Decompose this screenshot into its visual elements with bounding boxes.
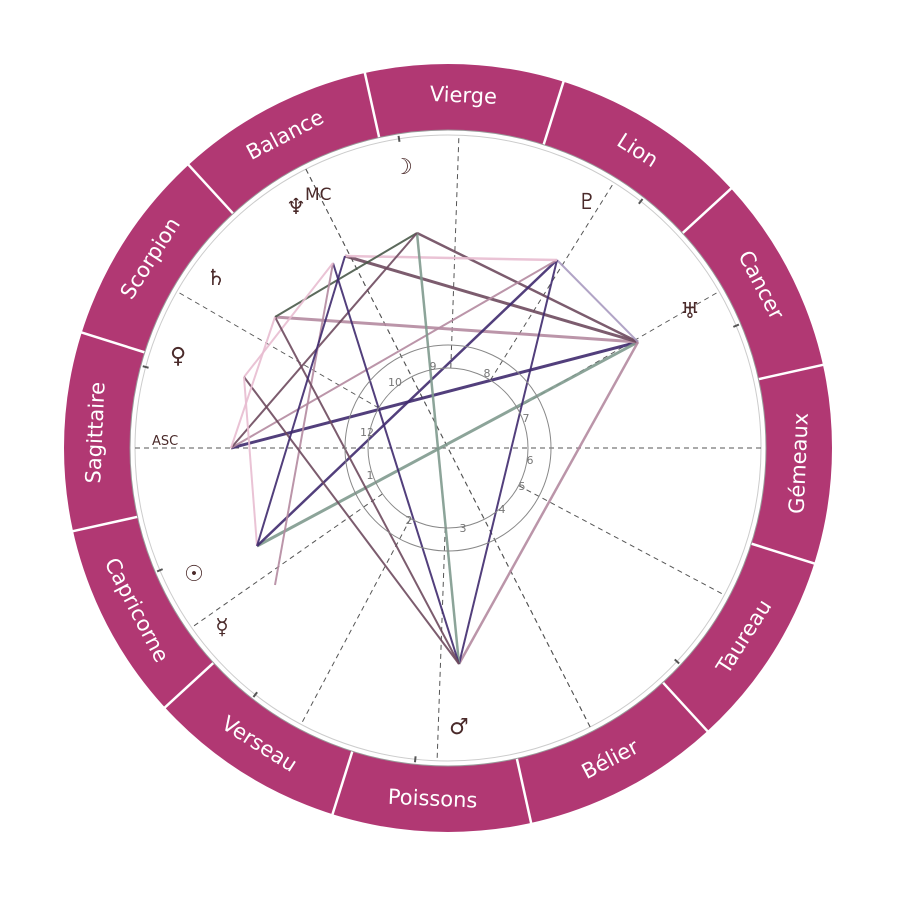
- angle-labels: ASC MC: [152, 185, 332, 449]
- uranus-icon: ♅: [680, 299, 700, 324]
- house-number-2: 2: [406, 514, 413, 527]
- house-number-7: 7: [523, 412, 530, 425]
- house-outer-circle: [344, 344, 552, 552]
- house-cusp-line: [436, 527, 446, 761]
- sign-label-6: Poissons: [387, 785, 478, 813]
- aspect-line: [344, 254, 558, 262]
- house-number-4: 4: [499, 503, 506, 516]
- house-inner-circle: [367, 367, 529, 529]
- degree-tick: [732, 323, 740, 328]
- house-number-5: 5: [519, 480, 526, 493]
- aspect-line: [274, 316, 460, 665]
- aspect-line: [457, 341, 640, 665]
- house-cusp-line: [300, 518, 411, 725]
- inner-disc: [129, 129, 767, 767]
- aspect-line: [256, 259, 558, 547]
- mercury-icon: ☿: [215, 615, 229, 640]
- pluto-icon: ♇: [577, 190, 597, 215]
- sign-label-9: Sagittaire: [81, 381, 109, 484]
- house-cusp-line: [489, 182, 615, 381]
- degree-tick: [397, 135, 401, 142]
- house-number-9: 9: [430, 360, 437, 373]
- house-number-3: 3: [460, 522, 467, 535]
- aspect-lines: [230, 231, 640, 665]
- degree-tick: [156, 568, 164, 573]
- aspect-line: [332, 262, 460, 665]
- aspect-line: [256, 340, 639, 548]
- house-cusp-line: [176, 291, 379, 409]
- sign-divider: [661, 681, 710, 734]
- aspect-line: [274, 315, 639, 344]
- house-number-6: 6: [527, 454, 534, 467]
- saturn-icon: ♄: [206, 266, 226, 291]
- sun-icon: ☉: [184, 562, 204, 587]
- house-cusp-line: [191, 493, 383, 628]
- degree-tick: [674, 658, 680, 665]
- venus-icon: ♀: [170, 344, 186, 369]
- sign-divider: [330, 750, 354, 817]
- sign-divider: [750, 542, 817, 566]
- zodiac-ring: [64, 64, 832, 832]
- sign-divider: [515, 758, 533, 826]
- house-number-8: 8: [484, 367, 491, 380]
- sign-divider: [162, 661, 215, 710]
- degree-tick: [252, 691, 258, 698]
- neptune-icon: ♆: [286, 195, 306, 220]
- degree-tick: [142, 365, 149, 369]
- aspect-line: [243, 376, 460, 665]
- aspect-line: [243, 262, 334, 378]
- sign-divider: [79, 330, 146, 354]
- moon-icon: ☽: [393, 155, 413, 180]
- sign-divider: [758, 363, 826, 381]
- sign-divider: [186, 162, 235, 215]
- asc-label: ASC: [152, 434, 178, 449]
- sign-divider: [363, 70, 381, 138]
- sign-divider: [681, 186, 734, 235]
- aspect-line: [458, 259, 558, 665]
- zodiac-band: [64, 64, 832, 832]
- degree-tick: [413, 756, 417, 763]
- aspect-line: [230, 259, 558, 449]
- degree-tick: [638, 198, 644, 205]
- aspect-line: [274, 262, 334, 586]
- house-number-12: 12: [360, 426, 374, 439]
- sign-divider: [70, 515, 138, 533]
- house-number-1: 1: [367, 469, 374, 482]
- aspect-line: [230, 340, 639, 450]
- aspect-line: [415, 232, 461, 665]
- sign-divider: [542, 79, 566, 146]
- mc-label: MC: [305, 185, 332, 205]
- planet-glyphs: ☽ ♇ ♅ ♄ ♆ ♀ ☉ ☿ ♂: [170, 155, 700, 740]
- aspect-line: [230, 316, 276, 449]
- aspect-line: [556, 259, 639, 343]
- mars-icon: ♂: [449, 715, 469, 740]
- aspect-line: [274, 232, 418, 318]
- aspect-line: [256, 255, 346, 547]
- aspect-line: [230, 232, 418, 449]
- aspect-line: [344, 254, 639, 344]
- sign-label-3: Gémeaux: [784, 412, 812, 514]
- sign-label-0: Vierge: [429, 82, 497, 109]
- house-number-10: 10: [388, 376, 402, 389]
- house-cusp-line: [518, 485, 725, 596]
